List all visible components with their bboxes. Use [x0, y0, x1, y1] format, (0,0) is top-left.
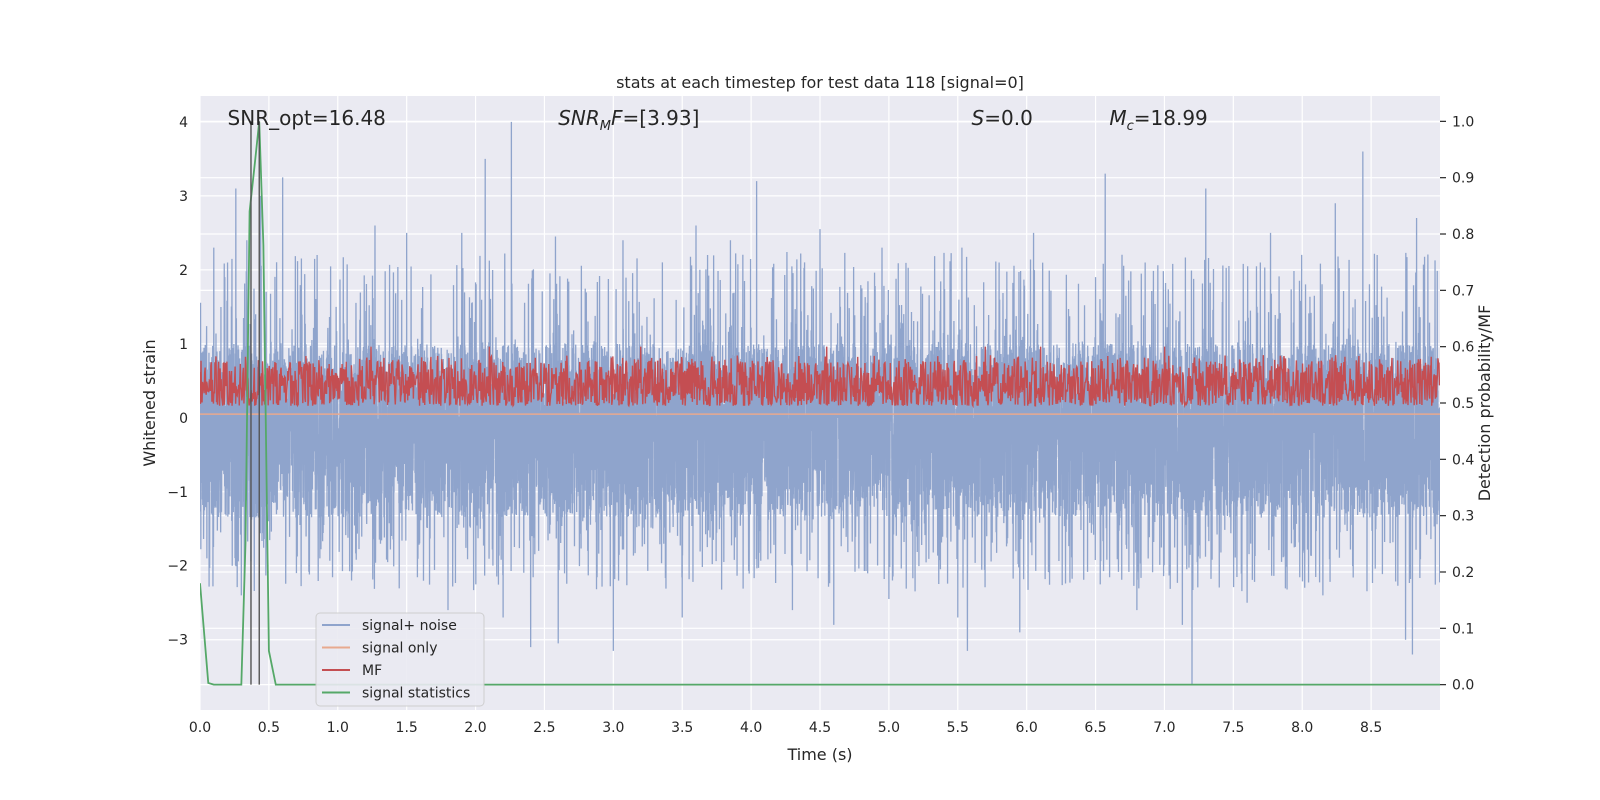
- y2-tick-label: 0.0: [1452, 678, 1474, 694]
- x-tick-label: 3.5: [671, 720, 693, 736]
- y-tick-label: −2: [167, 559, 188, 575]
- annotations: SNR_opt=16.48 SNRMF=[3.93] S=0.0 Mc=18.99: [228, 106, 1208, 134]
- x-axis-ticks: 0.0 0.5 1.0 1.5 2.0 2.5 3.0 3.5 4.0 4.5 5.0 5.5 6.0 6…: [189, 720, 1382, 736]
- series-mf-line: [200, 346, 1440, 409]
- y-tick-label: 0: [179, 411, 188, 427]
- annotation-text: Mc=18.99: [1109, 106, 1207, 134]
- x-tick-label: 2.0: [464, 720, 486, 736]
- x-tick-label: 6.0: [1016, 720, 1038, 736]
- x-tick-label: 4.5: [809, 720, 831, 736]
- annotation-text: SNR_opt=16.48: [228, 106, 386, 130]
- x-tick-label: 7.5: [1222, 720, 1244, 736]
- y2-axis-ticks: 0.0 0.1 0.2 0.3 0.4 0.5 0.6 0.7 0.8 0.9 1.0: [1440, 114, 1474, 694]
- y-axis-ticks: −3 −2 −1 0 1 2 3 4: [167, 115, 188, 649]
- y2-tick-label: 0.3: [1452, 509, 1474, 525]
- legend-entry-label: signal only: [362, 641, 437, 657]
- y-tick-label: −3: [167, 633, 188, 649]
- y2-tick-label: 0.8: [1452, 227, 1474, 243]
- x-tick-label: 0.0: [189, 720, 211, 736]
- y2-tick-label: 0.4: [1452, 452, 1474, 468]
- x-tick-label: 5.0: [878, 720, 900, 736]
- y2-axis-label: Detection probability/MF: [1475, 305, 1494, 502]
- vertical-markers: [250, 121, 260, 685]
- chart-title: stats at each timestep for test data 118…: [616, 73, 1024, 92]
- x-tick-label: 3.0: [602, 720, 624, 736]
- annotation-text: S=0.0: [972, 106, 1033, 130]
- legend: signal+ noise signal only MF signal statist…: [315, 612, 485, 707]
- legend-entry-label: MF: [362, 663, 382, 679]
- y-tick-label: −1: [167, 485, 188, 501]
- annotation-text: SNRMF=[3.93]: [558, 106, 699, 134]
- x-tick-label: 2.5: [533, 720, 555, 736]
- x-axis-label: Time (s): [786, 745, 852, 764]
- y2-tick-label: 0.6: [1452, 340, 1474, 356]
- x-tick-label: 0.5: [258, 720, 280, 736]
- y-tick-label: 2: [179, 263, 188, 279]
- series-layer: [200, 121, 1440, 686]
- y-tick-label: 4: [179, 115, 188, 131]
- x-tick-label: 1.5: [396, 720, 418, 736]
- x-tick-label: 7.0: [1153, 720, 1175, 736]
- y2-tick-label: 0.1: [1452, 621, 1474, 637]
- y2-tick-label: 0.7: [1452, 283, 1474, 299]
- x-tick-label: 1.0: [327, 720, 349, 736]
- y2-tick-label: 1.0: [1452, 114, 1474, 130]
- x-tick-label: 6.5: [1084, 720, 1106, 736]
- y-tick-label: 1: [179, 337, 188, 353]
- x-tick-label: 5.5: [947, 720, 969, 736]
- legend-box: [315, 612, 485, 707]
- y-axis-label: Whitened strain: [140, 339, 159, 466]
- y2-tick-label: 0.2: [1452, 565, 1474, 581]
- series-signal-noise-line: [200, 121, 1440, 685]
- legend-entry-label: signal statistics: [362, 686, 470, 702]
- legend-entry-label: signal+ noise: [362, 618, 457, 634]
- x-tick-label: 8.5: [1360, 720, 1382, 736]
- series-signal-statistics-line: [200, 121, 1440, 686]
- y-tick-label: 3: [179, 189, 188, 205]
- y2-tick-label: 0.9: [1452, 171, 1474, 187]
- y2-tick-label: 0.5: [1452, 396, 1474, 412]
- x-tick-label: 8.0: [1291, 720, 1313, 736]
- x-tick-label: 4.0: [740, 720, 762, 736]
